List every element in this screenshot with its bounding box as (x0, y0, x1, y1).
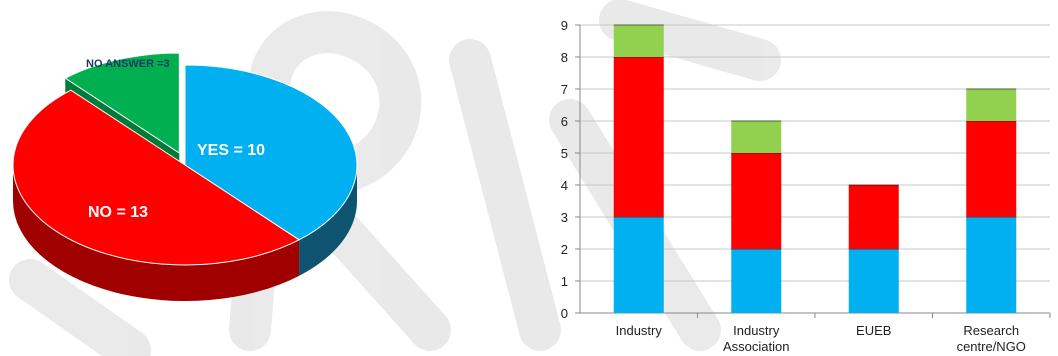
x-category-label-line: centre/NGO (957, 339, 1026, 354)
x-category-label: Industry (616, 323, 663, 338)
bar-y-tick-labels: 0 1 2 3 4 5 6 7 8 9 (561, 18, 568, 321)
pie-side-no (13, 165, 300, 301)
pie-side-yes (299, 165, 357, 276)
bar-segment (613, 25, 664, 57)
x-category-label: Industry Association (723, 323, 789, 354)
bar-segment (966, 121, 1017, 217)
bar-segment (966, 89, 1017, 121)
y-tick-label: 5 (561, 146, 568, 161)
pie-slices (12, 52, 358, 266)
y-tick-label: 7 (561, 82, 568, 97)
y-tick-label: 2 (561, 242, 568, 257)
bar-segment (966, 217, 1017, 313)
pie-slice-no (12, 89, 301, 266)
y-tick-label: 4 (561, 178, 568, 193)
x-category-label-line: Industry (616, 323, 663, 338)
y-tick-label: 8 (561, 50, 568, 65)
y-tick-label: 3 (561, 210, 568, 225)
bar-segment (848, 249, 899, 313)
bar-segment (731, 249, 782, 313)
y-tick-label: 9 (561, 18, 568, 33)
pie-label-yes: YES = 10 (197, 142, 265, 159)
bar-segment (848, 185, 899, 249)
x-category-label-line: Association (723, 339, 789, 354)
x-category-label: Research centre/NGO (957, 323, 1026, 354)
pie-slice-no-answer (64, 52, 180, 154)
pie-label-no: NO = 13 (88, 204, 148, 221)
bar-segment (731, 153, 782, 249)
y-tick-label: 0 (561, 306, 568, 321)
pie-chart: YES = 10 NO = 13 NO ANSWER =3 (12, 52, 358, 301)
x-category-label: EUEB (856, 323, 891, 338)
pie-label-no-answer: NO ANSWER =3 (86, 58, 170, 70)
bar-segment (731, 121, 782, 153)
x-category-label-line: Research (963, 323, 1019, 338)
y-tick-label: 1 (561, 274, 568, 289)
pie-labels: YES = 10 NO = 13 NO ANSWER =3 (86, 58, 265, 221)
y-tick-label: 6 (561, 114, 568, 129)
bar-segments (613, 24, 1017, 313)
x-category-label-line: EUEB (856, 323, 891, 338)
bar-segment (613, 217, 664, 313)
x-category-label-line: Industry (733, 323, 780, 338)
bar-segment (613, 57, 664, 217)
pie-slice-yes (184, 64, 358, 241)
